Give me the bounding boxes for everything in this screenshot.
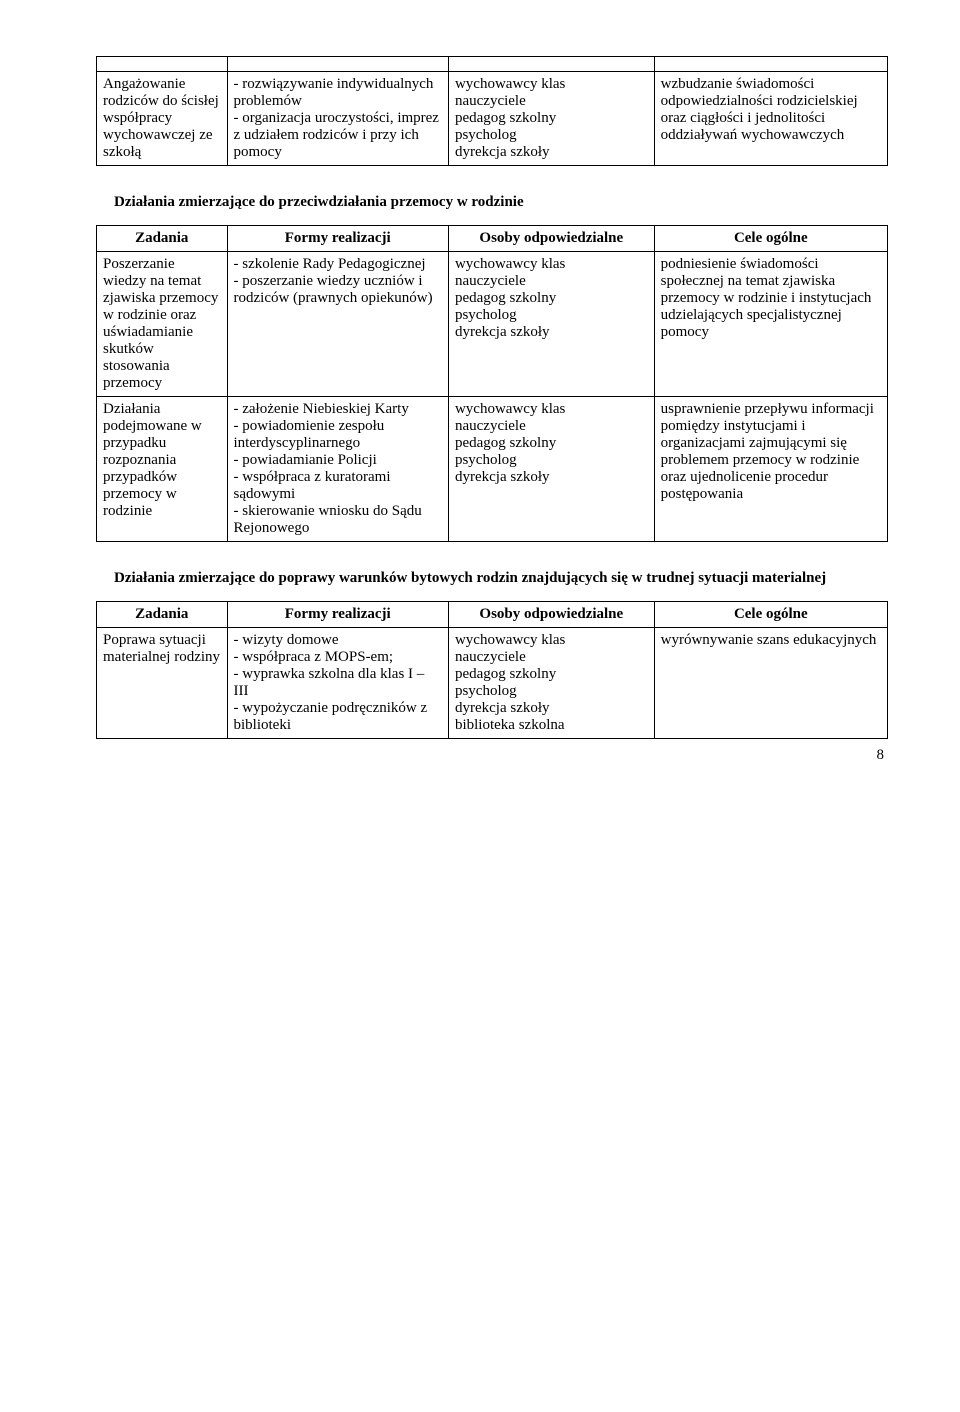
col-header-zadania: Zadania [97, 226, 228, 252]
cell-zadania: Poszerzanie wiedzy na temat zjawiska prz… [97, 252, 228, 397]
col-header-zadania: Zadania [97, 602, 228, 628]
cell-cele: wzbudzanie świadomości odpowiedzialności… [654, 72, 887, 166]
cell-cele: usprawnienie przepływu informacji pomięd… [654, 397, 887, 542]
cell-osoby: wychowawcy klasnauczycielepedagog szkoln… [448, 72, 654, 166]
col-header-formy: Formy realizacji [227, 602, 448, 628]
section-title-przemoc: Działania zmierzające do przeciwdziałani… [114, 194, 888, 211]
cell-osoby: wychowawcy klasnauczycielepedagog szkoln… [448, 628, 654, 739]
cell-formy: - założenie Niebieskiej Karty- powiadomi… [227, 397, 448, 542]
section-title-bytowe: Działania zmierzające do poprawy warunkó… [114, 570, 888, 587]
table-row: Poszerzanie wiedzy na temat zjawiska prz… [97, 252, 888, 397]
cell-osoby: wychowawcy klasnauczycielepedagog szkoln… [448, 397, 654, 542]
col-header-osoby: Osoby odpowiedzialne [448, 226, 654, 252]
table-row: Poprawa sytuacji materialnej rodziny - w… [97, 628, 888, 739]
cell-zadania: Działania podejmowane w przypadku rozpoz… [97, 397, 228, 542]
table-przemoc: Zadania Formy realizacji Osoby odpowiedz… [96, 225, 888, 542]
table-spacer-row [97, 57, 888, 72]
table-row: Angażowanie rodziców do ścisłej współpra… [97, 72, 888, 166]
page-number: 8 [96, 747, 888, 764]
table-continuation: Angażowanie rodziców do ścisłej współpra… [96, 56, 888, 166]
col-header-cele: Cele ogólne [654, 602, 887, 628]
cell-formy: - wizyty domowe- współpraca z MOPS-em;- … [227, 628, 448, 739]
cell-cele: podniesienie świadomości społecznej na t… [654, 252, 887, 397]
col-header-cele: Cele ogólne [654, 226, 887, 252]
cell-cele: wyrównywanie szans edukacyjnych [654, 628, 887, 739]
table-bytowe: Zadania Formy realizacji Osoby odpowiedz… [96, 601, 888, 739]
table-header-row: Zadania Formy realizacji Osoby odpowiedz… [97, 226, 888, 252]
col-header-formy: Formy realizacji [227, 226, 448, 252]
table-row: Działania podejmowane w przypadku rozpoz… [97, 397, 888, 542]
table-header-row: Zadania Formy realizacji Osoby odpowiedz… [97, 602, 888, 628]
col-header-osoby: Osoby odpowiedzialne [448, 602, 654, 628]
cell-formy: - szkolenie Rady Pedagogicznej- poszerza… [227, 252, 448, 397]
cell-formy: - rozwiązywanie indywidualnych problemów… [227, 72, 448, 166]
cell-zadania: Angażowanie rodziców do ścisłej współpra… [97, 72, 228, 166]
cell-osoby: wychowawcy klasnauczycielepedagog szkoln… [448, 252, 654, 397]
cell-zadania: Poprawa sytuacji materialnej rodziny [97, 628, 228, 739]
